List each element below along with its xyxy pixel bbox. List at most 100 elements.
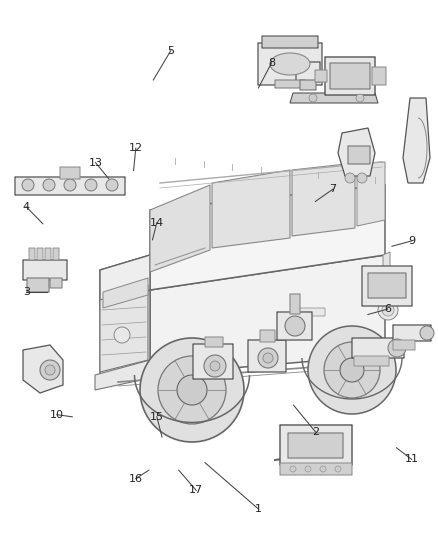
FancyBboxPatch shape <box>290 294 300 314</box>
Text: 6: 6 <box>384 304 391 314</box>
FancyBboxPatch shape <box>352 338 404 358</box>
Text: 11: 11 <box>405 455 419 464</box>
Text: 14: 14 <box>150 218 164 228</box>
FancyBboxPatch shape <box>275 80 305 88</box>
Circle shape <box>420 326 434 340</box>
FancyBboxPatch shape <box>372 67 386 85</box>
FancyBboxPatch shape <box>258 43 322 85</box>
Polygon shape <box>150 255 385 375</box>
FancyBboxPatch shape <box>205 337 223 347</box>
Circle shape <box>43 179 55 191</box>
Polygon shape <box>292 163 355 236</box>
Polygon shape <box>103 278 148 308</box>
FancyBboxPatch shape <box>393 325 431 341</box>
Circle shape <box>340 358 364 382</box>
FancyBboxPatch shape <box>53 248 59 260</box>
FancyBboxPatch shape <box>15 177 125 195</box>
Text: 10: 10 <box>50 410 64 419</box>
FancyBboxPatch shape <box>348 146 370 164</box>
FancyBboxPatch shape <box>277 312 312 340</box>
Circle shape <box>305 466 311 472</box>
Circle shape <box>64 179 76 191</box>
Circle shape <box>40 360 60 380</box>
Ellipse shape <box>270 53 310 75</box>
Text: 9: 9 <box>408 236 415 246</box>
FancyBboxPatch shape <box>280 425 352 465</box>
Circle shape <box>357 173 367 183</box>
Circle shape <box>324 342 380 398</box>
Polygon shape <box>338 128 375 176</box>
Circle shape <box>378 300 398 320</box>
FancyBboxPatch shape <box>260 330 275 342</box>
Polygon shape <box>95 360 150 390</box>
Polygon shape <box>100 255 150 310</box>
FancyBboxPatch shape <box>29 248 35 260</box>
Circle shape <box>382 304 394 316</box>
Polygon shape <box>383 252 390 277</box>
Circle shape <box>345 173 355 183</box>
Circle shape <box>320 466 326 472</box>
Circle shape <box>106 179 118 191</box>
Circle shape <box>85 179 97 191</box>
Polygon shape <box>212 170 290 248</box>
Circle shape <box>114 327 130 343</box>
FancyBboxPatch shape <box>262 36 318 48</box>
Text: 3: 3 <box>23 287 30 297</box>
FancyBboxPatch shape <box>288 433 343 458</box>
FancyBboxPatch shape <box>362 266 412 306</box>
Circle shape <box>290 466 296 472</box>
Circle shape <box>263 353 273 363</box>
Text: 8: 8 <box>268 58 275 68</box>
Circle shape <box>177 375 207 405</box>
Polygon shape <box>100 255 150 385</box>
FancyBboxPatch shape <box>60 167 80 179</box>
FancyBboxPatch shape <box>354 356 389 366</box>
Circle shape <box>388 339 406 357</box>
Polygon shape <box>150 185 210 272</box>
Circle shape <box>22 179 34 191</box>
Circle shape <box>45 365 55 375</box>
FancyBboxPatch shape <box>50 278 62 288</box>
Text: 4: 4 <box>23 202 30 212</box>
FancyBboxPatch shape <box>45 248 51 260</box>
Circle shape <box>308 326 396 414</box>
Polygon shape <box>290 93 378 103</box>
Polygon shape <box>357 162 385 226</box>
Polygon shape <box>23 345 63 393</box>
FancyBboxPatch shape <box>23 260 67 280</box>
Circle shape <box>140 338 244 442</box>
FancyBboxPatch shape <box>315 70 327 82</box>
FancyBboxPatch shape <box>300 80 316 90</box>
Circle shape <box>210 361 220 371</box>
Circle shape <box>356 94 364 102</box>
FancyBboxPatch shape <box>325 57 375 95</box>
FancyBboxPatch shape <box>193 344 233 379</box>
Circle shape <box>204 355 226 377</box>
Polygon shape <box>150 185 385 290</box>
FancyBboxPatch shape <box>37 248 43 260</box>
Circle shape <box>258 348 278 368</box>
Polygon shape <box>100 285 148 372</box>
Text: 13: 13 <box>88 158 102 167</box>
FancyBboxPatch shape <box>296 62 320 82</box>
FancyBboxPatch shape <box>27 278 49 292</box>
Circle shape <box>309 94 317 102</box>
Text: 5: 5 <box>167 46 174 55</box>
Text: 1: 1 <box>255 504 262 514</box>
Polygon shape <box>403 98 430 183</box>
Text: 16: 16 <box>129 474 143 483</box>
Text: 7: 7 <box>329 184 336 194</box>
Circle shape <box>158 356 226 424</box>
Circle shape <box>285 316 305 336</box>
FancyBboxPatch shape <box>368 273 406 298</box>
FancyBboxPatch shape <box>295 308 325 316</box>
FancyBboxPatch shape <box>330 63 370 89</box>
Text: 12: 12 <box>129 143 143 153</box>
FancyBboxPatch shape <box>280 463 352 475</box>
Circle shape <box>335 466 341 472</box>
FancyBboxPatch shape <box>393 340 415 350</box>
FancyBboxPatch shape <box>248 340 286 372</box>
Text: 2: 2 <box>312 427 319 437</box>
Text: 15: 15 <box>150 412 164 422</box>
Text: 17: 17 <box>189 486 203 495</box>
